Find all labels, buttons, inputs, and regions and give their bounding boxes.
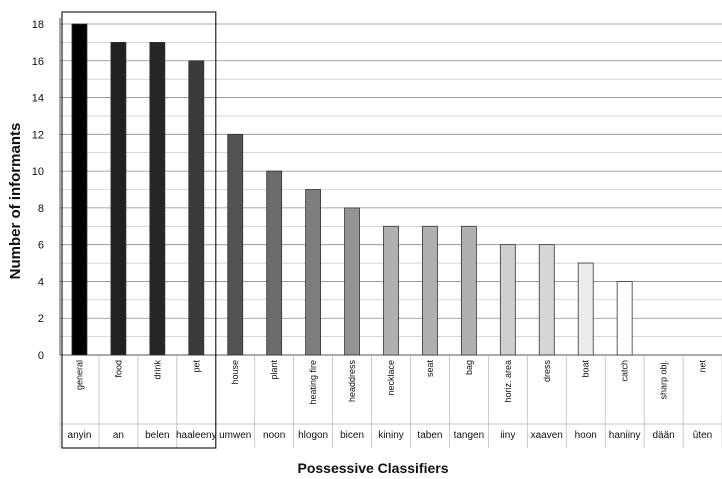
y-tick-label: 6 (38, 240, 44, 252)
form-label: hoon (575, 430, 597, 441)
category-label: horiz. area (503, 360, 513, 403)
bar (266, 170, 283, 356)
category-label: headdress (347, 360, 357, 403)
bars (71, 23, 633, 356)
category-label: food (113, 360, 123, 378)
bar (577, 262, 594, 356)
x-axis-label: Possessive Classifiers (298, 460, 449, 476)
bar (460, 225, 477, 356)
category-label: catch (620, 360, 630, 382)
category-label: boat (581, 360, 591, 378)
bar (305, 189, 322, 356)
category-label: plant (269, 360, 279, 380)
form-label: haniiny (609, 430, 641, 441)
form-label: umwen (219, 430, 251, 441)
category-label: dress (542, 360, 552, 383)
bar (422, 225, 438, 356)
form-label: dään (652, 430, 674, 441)
form-label: belen (145, 430, 169, 441)
category-table: general anyin food an drink belen pet haaleeny h… (59, 355, 722, 448)
highlight-box (61, 11, 217, 449)
form-label: ûten (693, 430, 712, 441)
bar (383, 225, 399, 356)
category-label: sharp obj. (659, 360, 669, 400)
form-label: kininy (378, 430, 404, 441)
form-label: hlogon (298, 430, 328, 441)
category-label: general (74, 360, 84, 390)
form-label: noon (263, 430, 285, 441)
category-label: heating fire (308, 360, 318, 405)
y-tick-label: 10 (32, 166, 44, 178)
form-label: tangen (454, 430, 485, 441)
category-label: seat (425, 360, 435, 378)
y-tick-label: 16 (32, 56, 44, 68)
form-label: haaleeny (176, 430, 217, 441)
category-label: net (698, 360, 708, 373)
category-label: drink (152, 360, 162, 380)
category-label: house (230, 360, 240, 385)
y-axis-label: Number of informants (7, 123, 24, 280)
category-label: pet (191, 360, 201, 373)
form-label: bicen (340, 430, 364, 441)
form-label: anyin (68, 430, 92, 441)
bar (538, 244, 555, 356)
form-label: taben (417, 430, 442, 441)
form-label: an (113, 430, 124, 441)
y-tick-label: 8 (38, 203, 44, 215)
bar (499, 244, 516, 356)
bar (616, 281, 633, 356)
y-tick-label: 14 (32, 93, 44, 105)
category-label: necklace (386, 360, 396, 396)
bar (149, 41, 166, 356)
bar (110, 41, 127, 356)
category-label: bag (464, 360, 474, 375)
y-tick-label: 0 (38, 350, 44, 362)
y-tick-labels: 0 2 4 6 8 10 12 14 16 18 (32, 19, 44, 362)
y-tick-label: 2 (38, 313, 44, 325)
bar (344, 207, 360, 356)
bar (71, 23, 88, 356)
y-tick-label: 18 (32, 19, 44, 31)
bar (188, 60, 205, 356)
y-tick-label: 12 (32, 129, 44, 141)
bar (227, 133, 244, 356)
form-label: iiny (500, 430, 515, 441)
y-tick-label: 4 (38, 276, 44, 288)
form-label: xaaven (531, 430, 563, 441)
